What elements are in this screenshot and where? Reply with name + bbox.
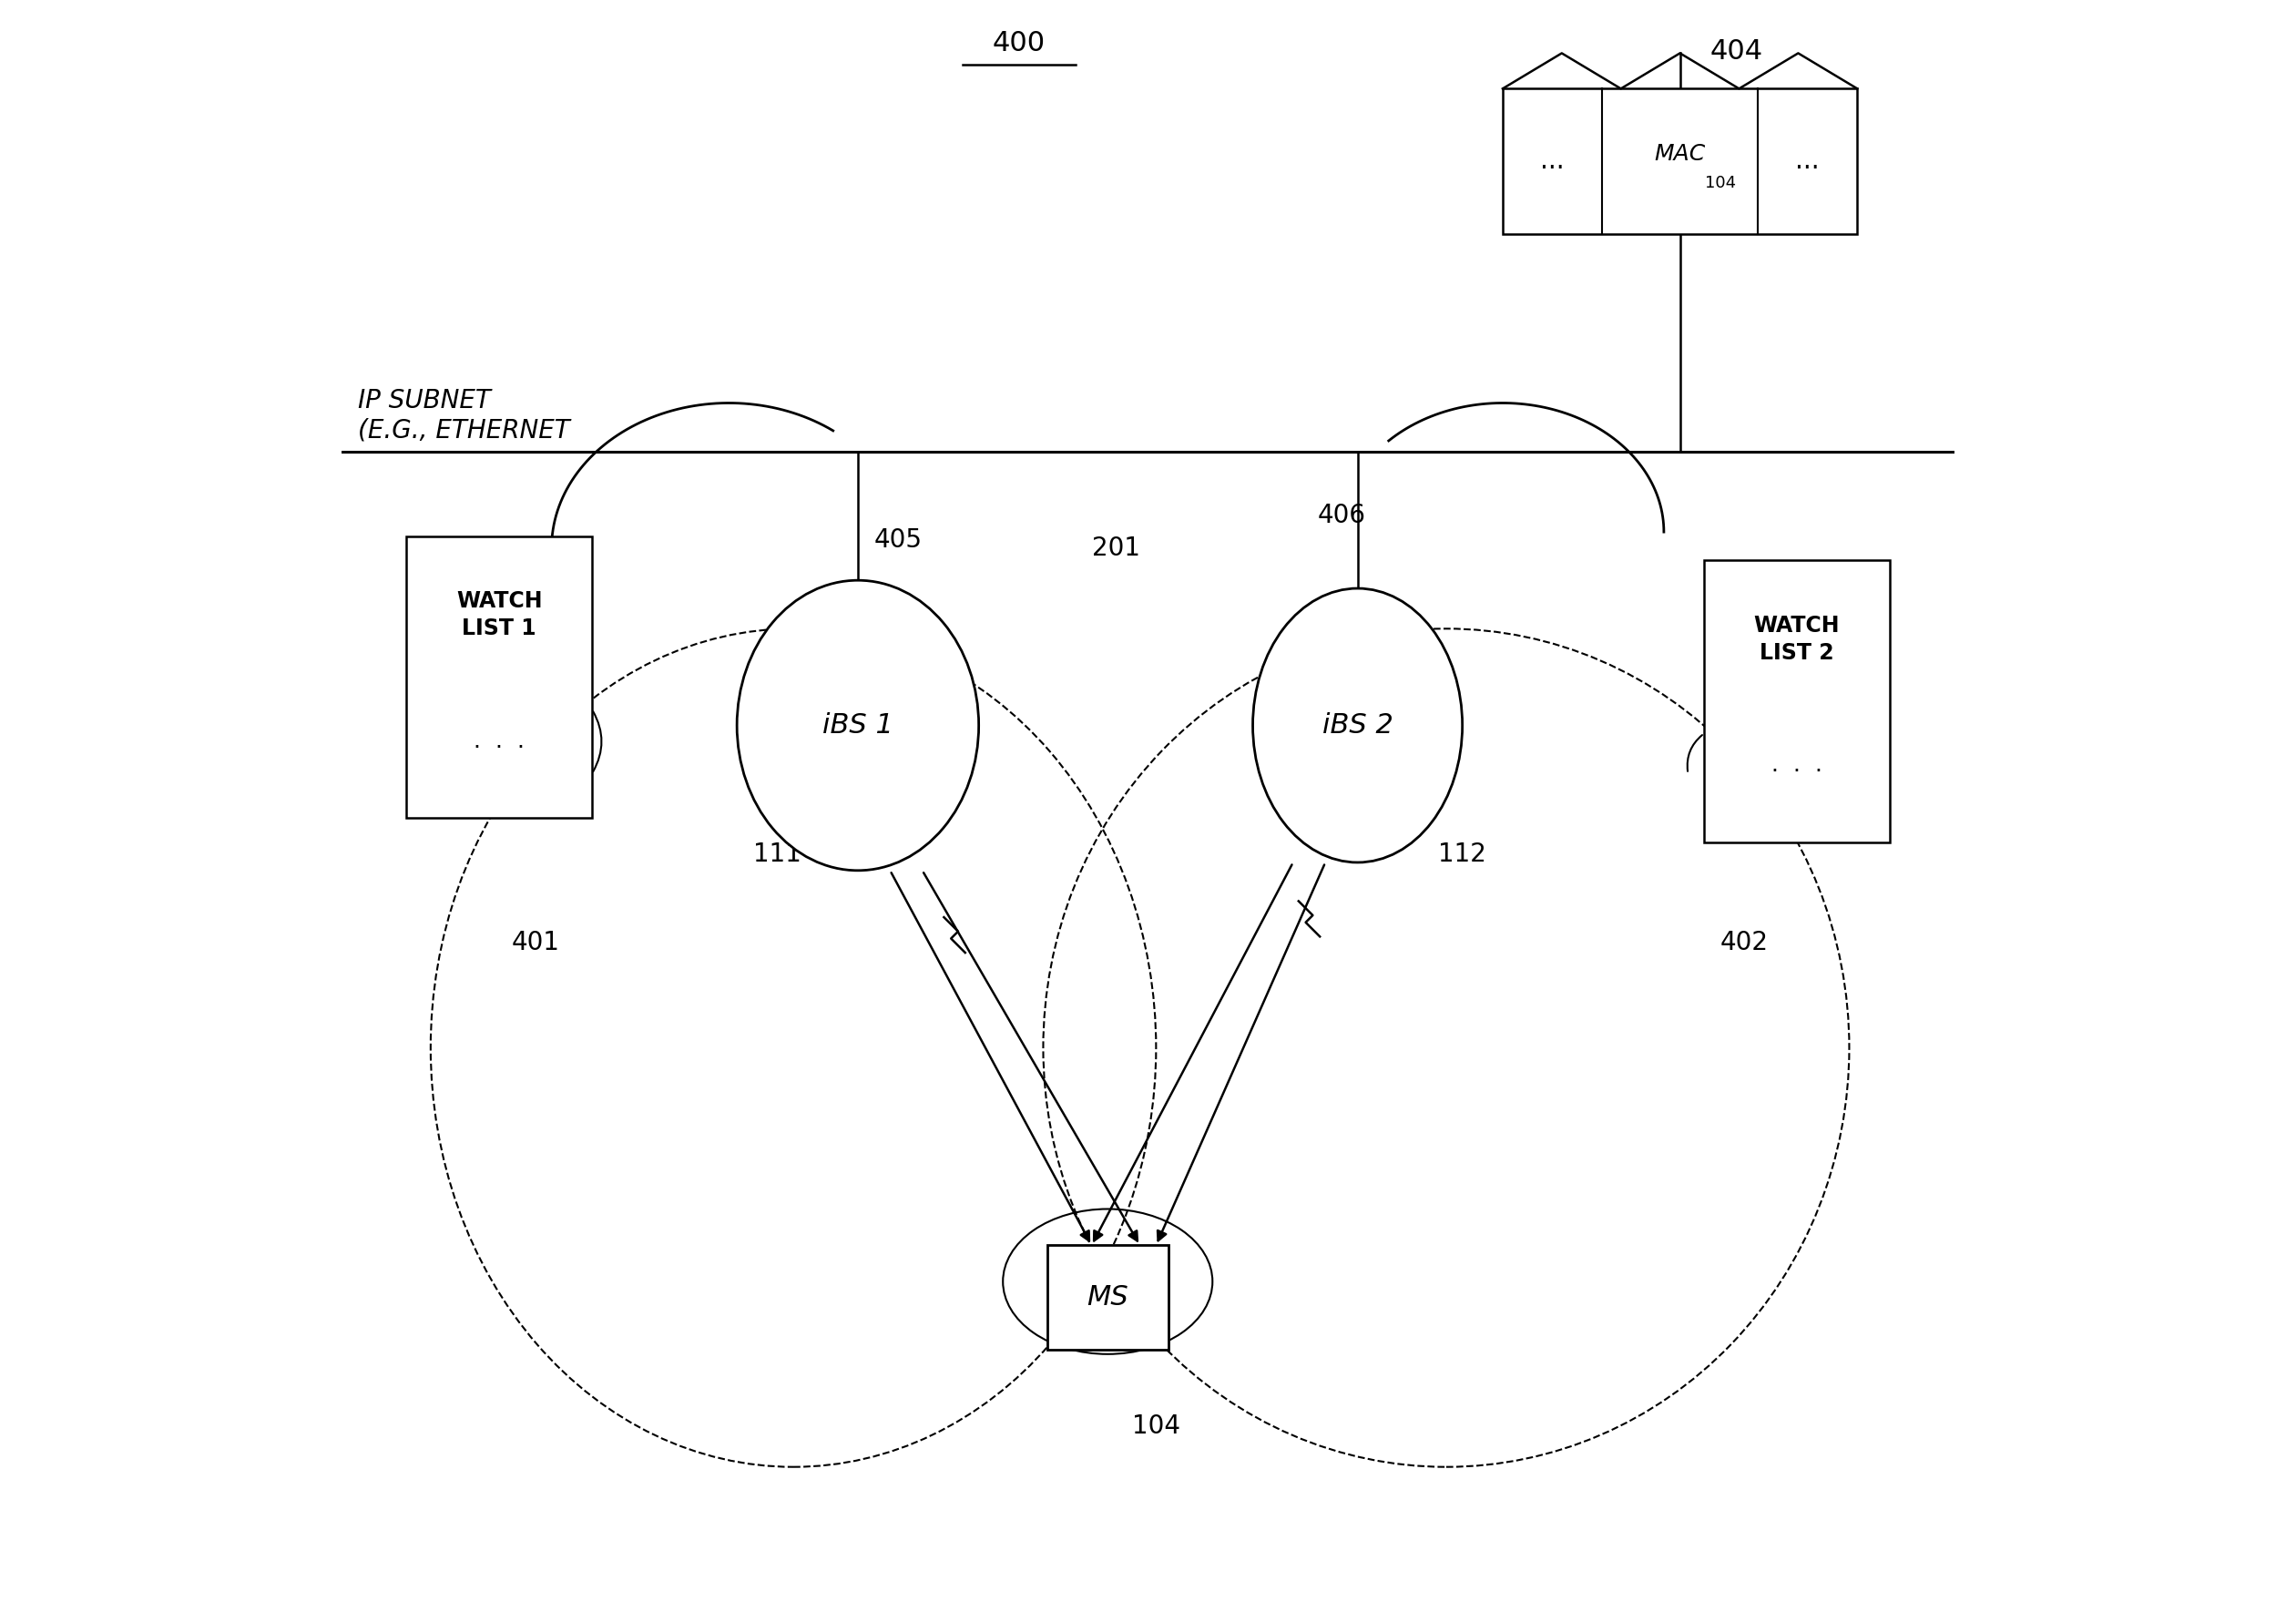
Text: 402: 402 xyxy=(1720,930,1768,956)
Text: MS: MS xyxy=(1086,1285,1130,1311)
FancyBboxPatch shape xyxy=(1502,89,1857,234)
Text: ·  ·  ·: · · · xyxy=(1770,761,1823,783)
Text: 406: 406 xyxy=(1318,503,1366,529)
Text: 400: 400 xyxy=(992,31,1045,56)
Text: 104: 104 xyxy=(1704,174,1736,192)
Text: WATCH
LIST 1: WATCH LIST 1 xyxy=(457,590,542,640)
Text: iBS 2: iBS 2 xyxy=(1322,713,1394,738)
Text: 401: 401 xyxy=(512,930,560,956)
FancyBboxPatch shape xyxy=(406,535,592,819)
Text: 201: 201 xyxy=(1091,535,1139,561)
Text: 111: 111 xyxy=(753,841,801,867)
Text: 104: 104 xyxy=(1132,1414,1180,1440)
Ellipse shape xyxy=(737,580,978,870)
Text: 404: 404 xyxy=(1711,39,1763,64)
FancyBboxPatch shape xyxy=(1704,561,1890,843)
Text: WATCH
LIST 2: WATCH LIST 2 xyxy=(1754,614,1839,664)
Text: ·  ·  ·: · · · xyxy=(473,737,526,759)
Text: MAC: MAC xyxy=(1655,143,1706,164)
Text: iBS 1: iBS 1 xyxy=(822,713,893,738)
Text: ...: ... xyxy=(1795,148,1821,174)
Ellipse shape xyxy=(1254,588,1463,862)
FancyBboxPatch shape xyxy=(1047,1244,1169,1351)
Text: 405: 405 xyxy=(875,527,923,553)
Text: ...: ... xyxy=(1541,148,1564,174)
Text: 112: 112 xyxy=(1437,841,1486,867)
Text: IP SUBNET
(E.G., ETHERNET: IP SUBNET (E.G., ETHERNET xyxy=(358,388,569,443)
